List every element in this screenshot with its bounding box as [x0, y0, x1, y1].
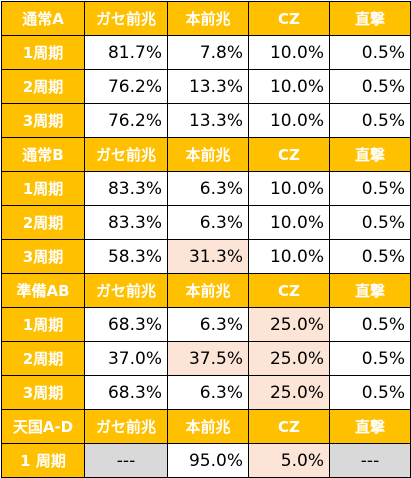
cell-gase-zencho: 76.2%	[84, 103, 168, 138]
column-header-chokugeki: 直撃	[329, 273, 411, 308]
column-header-cz: CZ	[248, 137, 330, 172]
row-label: 2周期	[1, 205, 85, 240]
cell-gase-zencho: 83.3%	[84, 171, 168, 206]
table-row: 1周期 68.3% 6.3% 25.0% 0.5%	[1, 307, 411, 342]
row-label: 1周期	[1, 35, 85, 70]
cell-cz: 25.0%	[248, 307, 330, 342]
column-header-hon-zencho: 本前兆	[167, 1, 249, 36]
column-header-cz: CZ	[248, 409, 330, 444]
cell-cz: 10.0%	[248, 69, 330, 104]
cell-gase-zencho: 76.2%	[84, 69, 168, 104]
cell-hon-zencho: 13.3%	[167, 103, 249, 138]
row-label: 2周期	[1, 341, 85, 376]
cell-chokugeki: 0.5%	[329, 35, 411, 70]
cell-cz: 10.0%	[248, 205, 330, 240]
cell-gase-zencho: 68.3%	[84, 375, 168, 410]
cell-chokugeki: 0.5%	[329, 205, 411, 240]
cell-cz: 10.0%	[248, 239, 330, 274]
section-header-row: 準備AB ガセ前兆 本前兆 CZ 直撃	[1, 273, 411, 308]
cell-chokugeki: 0.5%	[329, 69, 411, 104]
row-label: 3周期	[1, 375, 85, 410]
cell-gase-zencho: 58.3%	[84, 239, 168, 274]
cell-chokugeki: ---	[329, 443, 411, 478]
cell-cz: 10.0%	[248, 103, 330, 138]
column-header-gase-zencho: ガセ前兆	[84, 1, 168, 36]
cell-gase-zencho: ---	[84, 443, 168, 478]
cell-cz: 10.0%	[248, 171, 330, 206]
table-row: 3周期 76.2% 13.3% 10.0% 0.5%	[1, 103, 411, 138]
table-row: 1 周期 --- 95.0% 5.0% ---	[1, 443, 411, 478]
row-label: 2周期	[1, 69, 85, 104]
column-header-chokugeki: 直撃	[329, 1, 411, 36]
section-header-row: 通常B ガセ前兆 本前兆 CZ 直撃	[1, 137, 411, 172]
cell-hon-zencho: 13.3%	[167, 69, 249, 104]
cell-hon-zencho: 6.3%	[167, 171, 249, 206]
section-name: 準備AB	[1, 273, 85, 308]
column-header-chokugeki: 直撃	[329, 137, 411, 172]
table-row: 3周期 68.3% 6.3% 25.0% 0.5%	[1, 375, 411, 410]
row-label: 1 周期	[1, 443, 85, 478]
cell-cz: 5.0%	[248, 443, 330, 478]
column-header-gase-zencho: ガセ前兆	[84, 273, 168, 308]
cell-hon-zencho: 95.0%	[167, 443, 249, 478]
table-row: 2周期 83.3% 6.3% 10.0% 0.5%	[1, 205, 411, 240]
column-header-hon-zencho: 本前兆	[167, 273, 249, 308]
column-header-gase-zencho: ガセ前兆	[84, 137, 168, 172]
table-row: 1周期 81.7% 7.8% 10.0% 0.5%	[1, 35, 411, 70]
cell-hon-zencho: 6.3%	[167, 205, 249, 240]
table-row: 2周期 37.0% 37.5% 25.0% 0.5%	[1, 341, 411, 376]
cell-cz: 25.0%	[248, 375, 330, 410]
cell-gase-zencho: 37.0%	[84, 341, 168, 376]
cell-gase-zencho: 81.7%	[84, 35, 168, 70]
cell-chokugeki: 0.5%	[329, 239, 411, 274]
cell-chokugeki: 0.5%	[329, 341, 411, 376]
cell-cz: 10.0%	[248, 35, 330, 70]
column-header-hon-zencho: 本前兆	[167, 409, 249, 444]
column-header-hon-zencho: 本前兆	[167, 137, 249, 172]
row-label: 1周期	[1, 171, 85, 206]
section-name: 通常B	[1, 137, 85, 172]
cell-hon-zencho: 6.3%	[167, 307, 249, 342]
cell-chokugeki: 0.5%	[329, 307, 411, 342]
cell-hon-zencho: 37.5%	[167, 341, 249, 376]
row-label: 3周期	[1, 103, 85, 138]
column-header-gase-zencho: ガセ前兆	[84, 409, 168, 444]
column-header-cz: CZ	[248, 1, 330, 36]
row-label: 1周期	[1, 307, 85, 342]
column-header-chokugeki: 直撃	[329, 409, 411, 444]
table-row: 2周期 76.2% 13.3% 10.0% 0.5%	[1, 69, 411, 104]
cell-hon-zencho: 6.3%	[167, 375, 249, 410]
column-header-cz: CZ	[248, 273, 330, 308]
table-row: 3周期 58.3% 31.3% 10.0% 0.5%	[1, 239, 411, 274]
cell-gase-zencho: 68.3%	[84, 307, 168, 342]
cell-gase-zencho: 83.3%	[84, 205, 168, 240]
table-row: 1周期 83.3% 6.3% 10.0% 0.5%	[1, 171, 411, 206]
cell-chokugeki: 0.5%	[329, 103, 411, 138]
row-label: 3周期	[1, 239, 85, 274]
section-name: 天国A-D	[1, 409, 85, 444]
cell-hon-zencho: 7.8%	[167, 35, 249, 70]
section-header-row: 天国A-D ガセ前兆 本前兆 CZ 直撃	[1, 409, 411, 444]
cell-chokugeki: 0.5%	[329, 375, 411, 410]
cell-chokugeki: 0.5%	[329, 171, 411, 206]
cell-hon-zencho: 31.3%	[167, 239, 249, 274]
section-header-row: 通常A ガセ前兆 本前兆 CZ 直撃	[1, 1, 411, 36]
cell-cz: 25.0%	[248, 341, 330, 376]
section-name: 通常A	[1, 1, 85, 36]
